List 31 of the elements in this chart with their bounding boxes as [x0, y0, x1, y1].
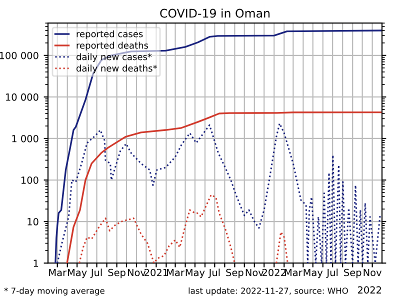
x-tick-label: Jul [326, 268, 338, 278]
y-tick-label: 1 [34, 260, 38, 267]
legend-label: daily new cases* [76, 53, 152, 62]
x-tick-label: Jul [90, 268, 102, 278]
x-tick-label: 2022 [262, 268, 286, 276]
legend-label: daily new deaths* [76, 64, 158, 74]
x-tick-label: Nov [246, 268, 264, 276]
x-tick-label: Sep [226, 268, 244, 278]
y-tick-label: 100 000 [0, 52, 38, 60]
x-tick-label: May [68, 268, 87, 278]
chart-title: COVID-19 in Oman [160, 8, 270, 18]
x-tick-label: Sep [344, 268, 362, 278]
text: 2022 [358, 286, 382, 294]
x-tick-label: May [186, 268, 205, 278]
legend-label: reported cases [76, 30, 143, 40]
x-tick-label: 2021 [144, 268, 168, 276]
x-tick-label: Mar [49, 268, 67, 276]
text: * 7-day moving average [4, 287, 104, 296]
x-tick-label: Nov [364, 268, 382, 276]
y-tick-label: 1 000 [12, 134, 38, 142]
text: last update: 2022-11-27, source: WHO [188, 287, 348, 296]
y-tick-label: 10 000 [6, 93, 38, 101]
legend-label: reported deaths [76, 42, 148, 51]
x-tick-label: Mar [284, 268, 302, 276]
y-tick-label: 10 [28, 218, 38, 226]
x-tick-label: Jul [208, 268, 220, 278]
y-tick-label: 100 [21, 176, 38, 184]
x-tick-label: Mar [167, 268, 184, 276]
x-tick-label: Sep [108, 268, 126, 278]
x-tick-label: Nov [128, 268, 146, 276]
x-tick-label: May [304, 268, 323, 278]
